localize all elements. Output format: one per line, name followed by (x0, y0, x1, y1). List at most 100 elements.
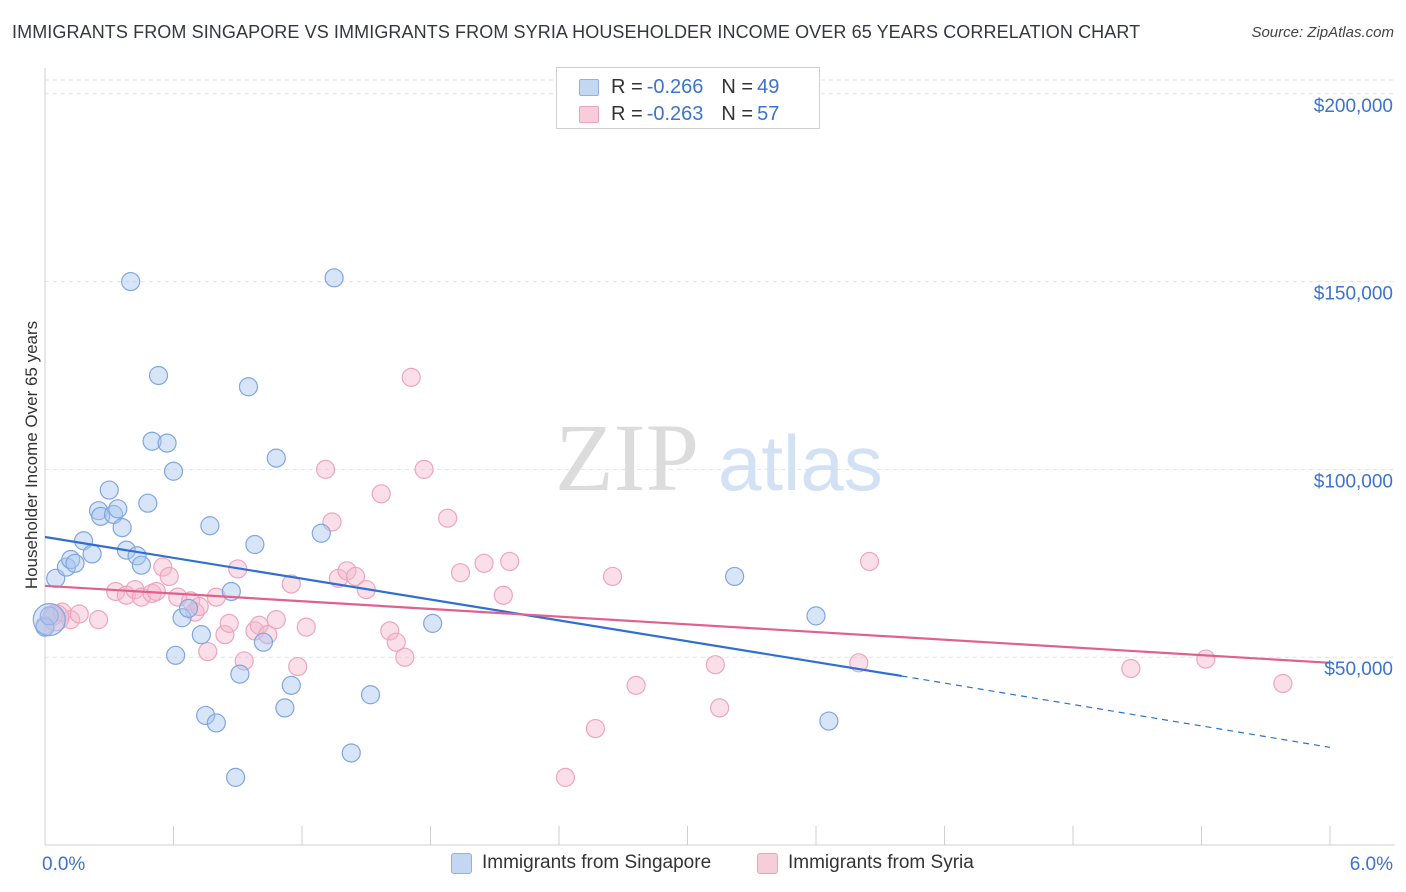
point-singapore (275, 698, 295, 718)
point-singapore (238, 377, 259, 397)
point-singapore (266, 448, 286, 468)
legend-swatch-singapore (579, 78, 599, 96)
watermark: ZIP atlas (555, 404, 883, 511)
point-syria (281, 574, 301, 594)
point-syria (710, 698, 730, 718)
point-singapore (138, 493, 158, 513)
point-syria (219, 613, 239, 633)
point-singapore (819, 711, 839, 731)
legend-item-singapore[interactable]: Immigrants from Singapore (451, 852, 711, 874)
point-singapore (163, 461, 184, 481)
point-singapore (191, 625, 211, 645)
point-singapore (142, 431, 162, 451)
legend-r-label: R = (611, 75, 643, 98)
point-syria (380, 621, 400, 641)
point-singapore (196, 705, 216, 726)
point-singapore (806, 606, 826, 626)
point-syria (450, 563, 471, 583)
point-singapore (82, 544, 102, 564)
point-syria (500, 551, 520, 572)
legend-label-syria: Immigrants from Syria (788, 852, 974, 873)
point-syria (69, 604, 89, 624)
point-syria (345, 566, 366, 587)
trend-line-singapore (44, 535, 902, 678)
chart-title: IMMIGRANTS FROM SINGAPORE VS IMMIGRANTS … (12, 22, 1141, 42)
point-syria (371, 484, 391, 504)
legend-n-value: 49 (757, 75, 780, 98)
x-tick-label: 0.0% (42, 854, 85, 875)
x-tick-label: 6.0% (1350, 854, 1393, 875)
point-singapore (35, 617, 55, 637)
y-tick-label: $100,000 (1314, 471, 1393, 492)
legend-swatch-syria (757, 852, 778, 874)
legend-r-value: -0.266 (646, 75, 704, 98)
point-syria (266, 610, 286, 630)
point-syria (288, 656, 308, 677)
y-axis-label: Householder Income Over 65 years (22, 320, 41, 590)
point-singapore (245, 534, 265, 555)
y-tick-label: $200,000 (1314, 96, 1393, 117)
point-singapore (360, 685, 381, 705)
point-syria (602, 566, 623, 587)
point-singapore (108, 499, 128, 519)
point-singapore (32, 603, 66, 637)
chart-source: Source: ZipAtlas.com (1251, 24, 1394, 41)
legend-item-syria[interactable]: Immigrants from Syria (757, 852, 974, 874)
point-singapore (166, 645, 186, 665)
point-singapore (178, 598, 199, 618)
point-syria (414, 459, 434, 479)
trend-line-singapore-extension (901, 675, 1331, 748)
legend-r-label: R = (611, 102, 643, 125)
point-syria (315, 459, 336, 479)
legend-row-singapore: R = -0.266 N = 49 (579, 74, 779, 100)
legend-row-syria: R = -0.263 N = 57 (579, 101, 779, 127)
tick-labels: $50,000 $100,000 $150,000 $200,000 0.0% 6.0% (42, 96, 1393, 875)
point-syria (159, 566, 179, 587)
correlation-legend: R = -0.266 N = 49 R = -0.263 N = 57 (556, 67, 820, 129)
point-syria (386, 632, 406, 652)
point-singapore (131, 555, 151, 575)
point-singapore (341, 743, 361, 763)
point-singapore (99, 480, 119, 500)
point-syria (705, 655, 725, 675)
point-singapore (324, 268, 344, 288)
point-syria (626, 675, 646, 695)
point-singapore (121, 271, 141, 292)
y-tick-label: $150,000 (1314, 284, 1393, 305)
axes (44, 68, 1395, 846)
series-syria-points (35, 367, 1293, 787)
point-syria (1196, 649, 1216, 669)
point-singapore (423, 613, 443, 633)
point-singapore (253, 632, 274, 652)
point-singapore (206, 713, 226, 733)
point-singapore (226, 767, 246, 787)
legend-n-label: N = (721, 102, 754, 125)
point-syria (296, 617, 316, 637)
y-tick-label: $50,000 (1324, 659, 1393, 680)
legend-r-value: -0.263 (646, 102, 704, 125)
series-singapore-points (32, 268, 839, 787)
point-singapore (172, 608, 192, 628)
point-singapore (39, 606, 59, 626)
point-singapore (281, 675, 301, 695)
point-syria (438, 508, 458, 528)
trend-lines (44, 535, 1331, 748)
watermark-zip: ZIP (555, 404, 699, 511)
point-syria (859, 551, 880, 572)
point-singapore (230, 664, 250, 684)
point-syria (88, 610, 109, 630)
legend-n-value: 57 (757, 102, 780, 125)
point-singapore (311, 523, 331, 543)
point-syria (474, 553, 494, 573)
point-syria (153, 557, 173, 577)
point-syria (401, 367, 421, 387)
point-singapore (148, 365, 169, 386)
point-syria (1121, 658, 1141, 679)
point-syria (585, 718, 606, 739)
point-singapore (65, 553, 85, 573)
point-singapore (200, 516, 220, 536)
watermark-atlas: atlas (718, 419, 883, 507)
legend-swatch-syria (579, 105, 599, 123)
point-syria (493, 585, 513, 605)
